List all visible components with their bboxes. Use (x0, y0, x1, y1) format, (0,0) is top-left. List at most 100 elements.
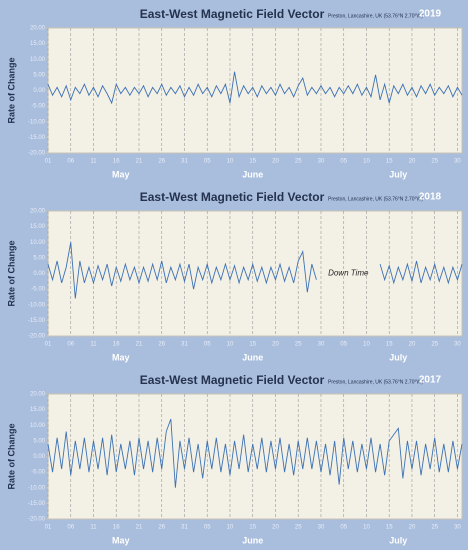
year-label: 2018 (419, 192, 442, 203)
month-label: June (242, 169, 263, 179)
month-label: July (389, 352, 407, 362)
x-tick-label: 26 (158, 159, 165, 165)
month-label: June (242, 535, 263, 545)
chart-subtitle: Preston, Lancashire, UK (53.76°N 2.70°W) (328, 13, 423, 19)
y-tick-label: -10.00 (28, 302, 46, 308)
x-tick-label: 15 (249, 342, 256, 348)
x-tick-label: 16 (113, 525, 120, 531)
y-axis-label: Rate of Change (6, 240, 16, 306)
x-tick-label: 26 (158, 525, 165, 531)
x-tick-label: 10 (227, 159, 234, 165)
y-axis-label: Rate of Change (6, 423, 16, 489)
y-tick-label: -10.00 (28, 485, 46, 491)
x-tick-label: 15 (386, 342, 393, 348)
y-tick-label: -10.00 (28, 119, 46, 125)
x-tick-label: 05 (340, 159, 347, 165)
data-line (47, 71, 463, 105)
x-tick-label: 01 (45, 525, 52, 531)
x-tick-label: 01 (45, 342, 52, 348)
y-tick-label: -15.00 (28, 135, 46, 141)
x-tick-label: 20 (272, 525, 279, 531)
x-tick-label: 15 (386, 159, 393, 165)
chart-panel: East-West Magnetic Field Vector Preston, … (6, 190, 463, 362)
month-label: May (112, 535, 130, 545)
y-tick-label: 20.00 (30, 209, 46, 215)
x-tick-label: 21 (136, 159, 143, 165)
month-label: July (389, 535, 407, 545)
x-tick-label: 25 (431, 342, 438, 348)
y-tick-label: -5.00 (31, 287, 45, 293)
x-tick-label: 21 (136, 342, 143, 348)
x-tick-label: 30 (318, 342, 325, 348)
x-tick-label: 31 (181, 342, 188, 348)
y-tick-label: 0.00 (33, 88, 45, 94)
month-label: May (112, 352, 130, 362)
x-tick-label: 10 (363, 342, 370, 348)
y-tick-label: 5.00 (33, 255, 45, 261)
x-tick-label: 05 (204, 159, 211, 165)
x-tick-label: 10 (363, 159, 370, 165)
x-tick-label: 20 (409, 159, 416, 165)
x-tick-label: 25 (295, 159, 302, 165)
x-tick-label: 06 (67, 159, 74, 165)
chart-title: East-West Magnetic Field Vector (140, 373, 325, 387)
x-tick-label: 05 (204, 525, 211, 531)
y-tick-label: 5.00 (33, 72, 45, 78)
y-tick-label: -5.00 (31, 470, 45, 476)
year-label: 2019 (419, 9, 442, 20)
x-tick-label: 25 (431, 159, 438, 165)
annotation: Down Time (328, 269, 369, 278)
x-tick-label: 15 (386, 525, 393, 531)
chart-title: East-West Magnetic Field Vector (140, 7, 325, 21)
y-tick-label: -20.00 (28, 517, 46, 523)
x-tick-label: 10 (227, 525, 234, 531)
x-tick-label: 30 (454, 159, 461, 165)
y-tick-label: 10.00 (30, 240, 46, 246)
x-tick-label: 25 (431, 525, 438, 531)
x-tick-label: 20 (409, 342, 416, 348)
x-tick-label: 01 (45, 159, 52, 165)
x-tick-label: 10 (363, 525, 370, 531)
x-tick-label: 20 (272, 342, 279, 348)
x-tick-label: 16 (113, 159, 120, 165)
x-tick-label: 30 (454, 525, 461, 531)
month-label: June (242, 352, 263, 362)
x-tick-label: 16 (113, 342, 120, 348)
x-tick-label: 26 (158, 342, 165, 348)
chart-subtitle: Preston, Lancashire, UK (53.76°N 2.70°W) (328, 196, 423, 202)
x-tick-label: 05 (340, 342, 347, 348)
data-line (47, 418, 463, 488)
x-tick-label: 31 (181, 159, 188, 165)
y-tick-label: 15.00 (30, 407, 46, 413)
y-tick-label: 20.00 (30, 26, 46, 32)
x-tick-label: 06 (67, 342, 74, 348)
y-axis-label: Rate of Change (6, 57, 16, 123)
chart-panel: East-West Magnetic Field Vector Preston, … (6, 373, 463, 545)
year-label: 2017 (419, 375, 442, 386)
y-tick-label: 5.00 (33, 438, 45, 444)
y-tick-label: 15.00 (30, 224, 46, 230)
x-tick-label: 15 (249, 159, 256, 165)
x-tick-label: 11 (90, 525, 97, 531)
y-tick-label: 0.00 (33, 454, 45, 460)
chart-title: East-West Magnetic Field Vector (140, 190, 325, 204)
x-tick-label: 30 (454, 342, 461, 348)
x-tick-label: 30 (318, 159, 325, 165)
chart-panel: East-West Magnetic Field Vector Preston, … (6, 7, 463, 179)
x-tick-label: 06 (67, 525, 74, 531)
x-tick-label: 25 (295, 525, 302, 531)
y-tick-label: 10.00 (30, 423, 46, 429)
y-tick-label: 15.00 (30, 41, 46, 47)
y-tick-label: -20.00 (28, 334, 46, 340)
y-tick-label: 0.00 (33, 271, 45, 277)
x-tick-label: 05 (204, 342, 211, 348)
month-label: May (112, 169, 130, 179)
y-tick-label: -15.00 (28, 318, 46, 324)
x-tick-label: 15 (249, 525, 256, 531)
x-tick-label: 20 (409, 525, 416, 531)
x-tick-label: 05 (340, 525, 347, 531)
y-tick-label: -5.00 (31, 104, 45, 110)
x-tick-label: 20 (272, 159, 279, 165)
